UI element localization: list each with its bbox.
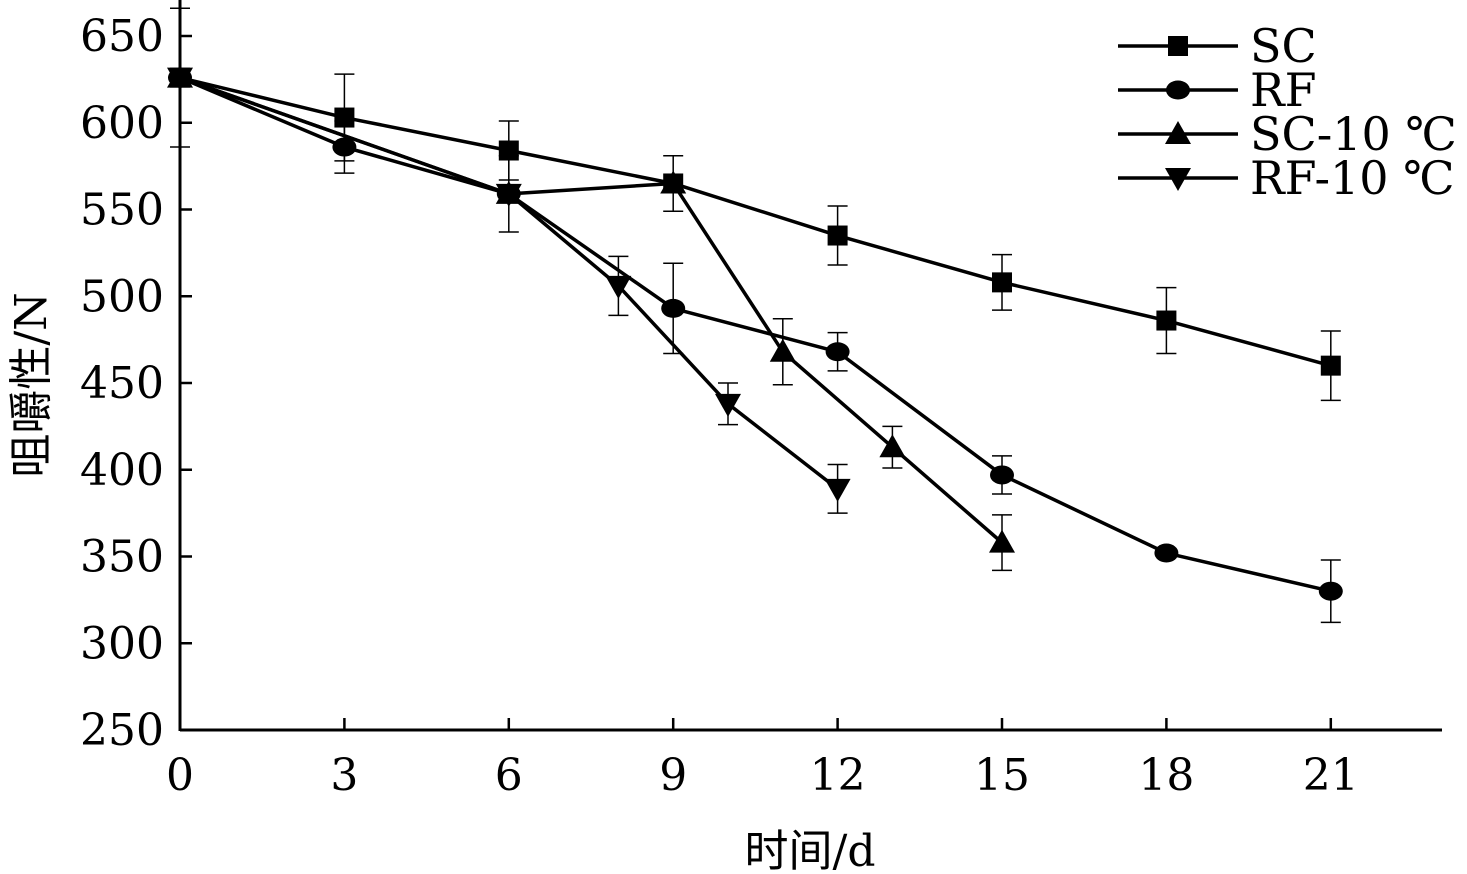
- x-tick-label: 9: [659, 750, 687, 801]
- data-point: [825, 342, 850, 362]
- data-point: [989, 529, 1015, 553]
- y-tick-label: 250: [80, 705, 164, 756]
- data-point: [1154, 543, 1179, 563]
- data-point: [990, 465, 1014, 485]
- series-line: [179, 76, 1332, 593]
- data-point: [1156, 310, 1177, 331]
- x-tick-label: 3: [330, 750, 358, 801]
- x-tick-label: 21: [1303, 750, 1359, 801]
- data-point: [824, 478, 851, 502]
- data-point: [715, 393, 741, 417]
- legend-marker: [1165, 121, 1191, 144]
- legend-entry: SC: [1118, 19, 1317, 73]
- x-tick-label: 6: [495, 750, 523, 801]
- legend-marker: [1168, 36, 1188, 56]
- legend-marker: [1165, 168, 1191, 191]
- data-point: [992, 272, 1012, 293]
- x-tick-label: 0: [166, 750, 194, 801]
- data-point: [332, 137, 357, 157]
- data-point: [769, 338, 796, 362]
- legend-label: RF: [1250, 63, 1317, 117]
- y-axis-title: 咀嚼性/N: [6, 292, 57, 477]
- data-point: [879, 434, 906, 458]
- x-tick-label: 12: [810, 750, 866, 801]
- data-point: [827, 225, 848, 246]
- legend-entry: RF-10 ℃: [1118, 151, 1455, 205]
- x-tick-label: 15: [974, 750, 1030, 801]
- legend-label: RF-10 ℃: [1250, 151, 1455, 205]
- data-point: [334, 107, 355, 128]
- data-point: [495, 183, 522, 207]
- y-tick-label: 600: [80, 98, 164, 149]
- x-tick-label: 18: [1138, 750, 1194, 801]
- axis-titles: 时间/d 咀嚼性/N: [6, 292, 876, 874]
- series-lines: [179, 75, 1332, 593]
- y-tick-label: 350: [80, 532, 164, 583]
- series-line: [179, 75, 1004, 544]
- series-markers: [167, 64, 1343, 601]
- legend-entry: RF: [1118, 63, 1317, 117]
- tick-labels: 0 3 6 9 12 15 18 21 250 300 350 400 450 500 550 600 650: [80, 11, 1359, 801]
- data-point: [660, 170, 687, 194]
- legend-entry: SC-10 ℃: [1118, 107, 1457, 161]
- y-tick-label: 300: [80, 618, 164, 669]
- legend-marker: [1166, 80, 1190, 100]
- legend-label: SC-10 ℃: [1250, 107, 1457, 161]
- data-point: [661, 298, 686, 318]
- y-tick-label: 650: [80, 11, 164, 62]
- x-axis-title: 时间/d: [745, 826, 876, 874]
- data-point: [498, 140, 519, 161]
- data-point: [1318, 581, 1343, 601]
- data-point: [167, 67, 193, 91]
- series-line: [179, 75, 1332, 368]
- data-point: [605, 275, 632, 299]
- data-point: [1320, 355, 1341, 376]
- y-tick-label: 550: [80, 185, 164, 236]
- y-tick-label: 450: [80, 358, 164, 409]
- legend-label: SC: [1250, 19, 1317, 73]
- y-tick-label: 400: [80, 445, 164, 496]
- y-tick-label: 500: [80, 271, 164, 322]
